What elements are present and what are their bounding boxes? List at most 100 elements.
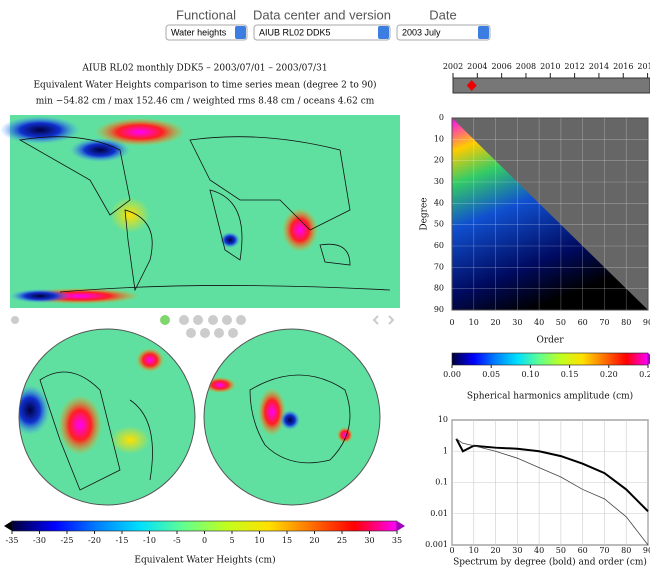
y-axis-label: Degree — [420, 197, 430, 230]
y-tick-label: 50 — [434, 220, 444, 229]
y-tick-label: 90 — [434, 305, 444, 314]
antarctic-border — [203, 328, 381, 506]
page-dot[interactable] — [160, 315, 170, 325]
colorbar-label: Spherical harmonics amplitude (cm) — [467, 391, 633, 402]
x-tick-label: 30 — [512, 546, 522, 555]
colorbar — [451, 352, 649, 366]
colorbar-label: Equivalent Water Heights (cm) — [134, 555, 275, 566]
select[interactable]: AIUB RL02 DDK5 — [253, 24, 391, 41]
y-tick-label: 1 — [443, 446, 448, 455]
x-tick-label: 80 — [621, 318, 631, 327]
x-tick-label: 20 — [490, 318, 500, 327]
x-tick-label: 50 — [556, 546, 566, 555]
timeline-tick-label: 2018 — [637, 62, 650, 71]
select-value: 2003 July — [402, 27, 441, 37]
x-tick-label: 90 — [643, 546, 650, 555]
x-tick-label: 70 — [599, 318, 609, 327]
map-title: AIUB RL02 monthly DDK5 – 2003/07/01 – 20… — [81, 64, 327, 74]
antarctic-map — [204, 329, 380, 505]
pager — [11, 315, 395, 338]
next-arrow[interactable] — [388, 315, 395, 325]
control-label: Data center and version — [253, 7, 391, 22]
page-dot[interactable] — [179, 315, 189, 325]
colorbar-arrow — [397, 521, 405, 531]
y-tick-label: 0.1 — [435, 478, 448, 487]
page-dot[interactable] — [214, 328, 224, 338]
colorbar-tick-label: 20 — [309, 536, 319, 545]
page-dot[interactable] — [193, 315, 203, 325]
x-tick-label: 40 — [534, 318, 544, 327]
control-label: Date — [429, 7, 456, 22]
colorbar-tick-label: 0.15 — [561, 370, 579, 379]
timeline-tick-label: 2002 — [443, 62, 463, 71]
colorbar-tick-label: 0.10 — [521, 370, 539, 379]
page-dot[interactable] — [208, 315, 218, 325]
map-title: Equivalent Water Heights comparison to t… — [33, 80, 376, 91]
colorbar-tick-label: 0.05 — [482, 370, 500, 379]
colorbar-tick-label: 5 — [229, 536, 234, 545]
triangle-amplitudes — [452, 118, 648, 310]
timeline-tick-label: 2006 — [491, 62, 511, 71]
colorbar-tick-label: -10 — [143, 536, 156, 545]
y-tick-label: 0 — [439, 113, 444, 122]
x-tick-label: 90 — [643, 318, 650, 327]
y-tick-label: 70 — [434, 262, 444, 271]
colorbar-tick-label: -30 — [33, 536, 46, 545]
page-dot[interactable] — [200, 328, 210, 338]
y-tick-label: 40 — [434, 198, 444, 207]
y-tick-label: 80 — [434, 284, 444, 293]
colorbar-tick-label: 10 — [254, 536, 264, 545]
prev-button[interactable] — [11, 316, 19, 324]
arctic-border — [18, 328, 196, 506]
x-tick-label: 0 — [449, 546, 454, 555]
select-value: Water heights — [171, 27, 227, 37]
colorbar-arrow — [4, 521, 12, 531]
timeline-marker — [466, 80, 477, 91]
x-tick-label: 60 — [578, 546, 588, 555]
timeline-tick-label: 2016 — [613, 62, 633, 71]
x-tick-label: 30 — [512, 318, 522, 327]
colorbar-tick-label: 25 — [337, 536, 347, 545]
timeline-tick-label: 2004 — [467, 62, 487, 71]
x-tick-label: 70 — [599, 546, 609, 555]
controls: Functional Data center and version Date … — [165, 7, 491, 41]
colorbar-tick-label: 0.25 — [639, 370, 650, 379]
prev-arrow[interactable] — [372, 315, 379, 325]
page-dot[interactable] — [222, 315, 232, 325]
colorbar-tick-label: 15 — [282, 536, 292, 545]
map-title: min −54.82 cm / max 152.46 cm / weighted… — [36, 97, 375, 107]
colorbar-tick-label: -15 — [116, 536, 129, 545]
timeline-bar[interactable] — [452, 77, 650, 94]
y-tick-label: 60 — [434, 241, 444, 250]
x-axis-label: Order — [536, 336, 564, 346]
timeline-tick-label: 2014 — [589, 62, 609, 71]
x-tick-label: 10 — [469, 546, 479, 555]
y-tick-label: 10 — [438, 415, 448, 424]
colorbar-tick-label: 35 — [392, 536, 402, 545]
x-tick-label: 20 — [490, 546, 500, 555]
colorbar-tick-label: -5 — [173, 536, 181, 545]
select[interactable]: Water heights — [165, 24, 248, 41]
page-dot[interactable] — [236, 315, 246, 325]
colorbar-tick-label: 0.00 — [443, 370, 461, 379]
arctic-map — [19, 329, 195, 505]
select[interactable]: 2003 July — [396, 24, 491, 41]
spectrum-line — [456, 438, 649, 546]
y-tick-label: 30 — [434, 177, 444, 186]
colorbar-tick-label: -35 — [6, 536, 19, 545]
y-tick-label: 0.001 — [425, 540, 448, 549]
colorbar — [11, 520, 398, 532]
page-dot[interactable] — [228, 328, 238, 338]
page-dot[interactable] — [186, 328, 196, 338]
timeline-tick-label: 2010 — [540, 62, 560, 71]
world-map — [0, 115, 400, 308]
select-value: AIUB RL02 DDK5 — [259, 27, 331, 37]
x-tick-label: 40 — [534, 546, 544, 555]
x-tick-label: 10 — [469, 318, 479, 327]
x-axis-label: Spectrum by degree (bold) and order (cm) — [453, 557, 647, 567]
colorbar-tick-label: -20 — [88, 536, 101, 545]
y-tick-label: 10 — [434, 134, 444, 143]
colorbar-tick-label: 0.20 — [600, 370, 618, 379]
x-tick-label: 80 — [621, 546, 631, 555]
